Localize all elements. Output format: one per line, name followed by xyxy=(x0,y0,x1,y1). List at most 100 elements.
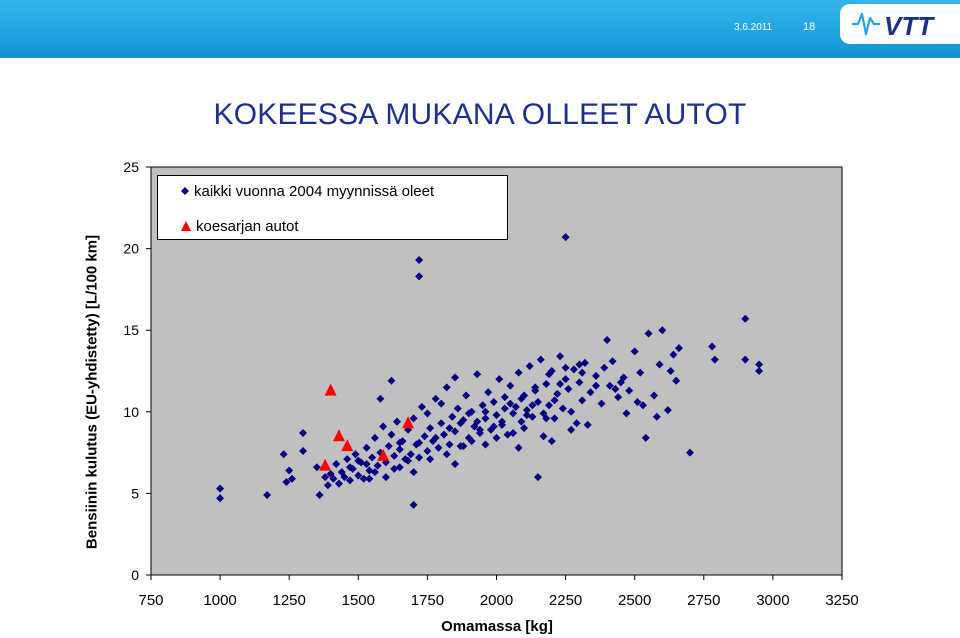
data-point xyxy=(630,347,639,356)
data-point xyxy=(663,406,672,415)
data-point xyxy=(439,430,448,439)
data-point xyxy=(514,368,523,377)
data-point xyxy=(561,233,570,242)
data-point xyxy=(451,460,460,469)
data-point xyxy=(287,474,296,483)
data-point xyxy=(459,442,468,451)
data-point xyxy=(384,442,393,451)
data-point xyxy=(522,411,531,420)
data-point xyxy=(583,420,592,429)
data-point xyxy=(658,326,667,335)
data-point xyxy=(608,357,617,366)
page-number: 18 xyxy=(803,21,816,33)
data-point xyxy=(509,429,518,438)
data-point xyxy=(666,367,675,375)
data-point xyxy=(500,404,509,413)
data-point xyxy=(531,383,540,392)
data-point xyxy=(517,394,526,403)
data-point xyxy=(299,429,308,438)
data-point xyxy=(655,360,664,369)
data-point xyxy=(423,409,432,418)
data-point xyxy=(481,440,490,449)
data-point xyxy=(381,473,390,482)
test-car-point xyxy=(332,429,345,442)
data-point xyxy=(710,355,719,364)
data-point xyxy=(448,412,457,421)
data-point xyxy=(561,363,570,372)
data-point xyxy=(467,437,476,446)
data-point xyxy=(520,424,529,433)
data-point xyxy=(379,422,388,431)
data-point xyxy=(741,314,750,323)
data-point xyxy=(547,437,556,446)
data-point xyxy=(553,389,562,398)
x-tick-label: 2500 xyxy=(618,592,651,609)
data-point xyxy=(451,427,460,436)
data-point xyxy=(315,491,324,500)
y-tick-label: 25 xyxy=(123,159,139,175)
data-point xyxy=(473,417,482,426)
y-tick-label: 5 xyxy=(131,485,139,501)
slide-title: KOKEESSA MUKANA OLLEET AUTOT xyxy=(213,98,747,131)
data-point xyxy=(536,355,545,364)
data-point xyxy=(484,388,493,397)
data-point xyxy=(431,433,440,442)
data-point xyxy=(387,376,396,385)
data-point xyxy=(445,424,454,433)
data-point xyxy=(638,401,647,410)
data-point xyxy=(332,460,341,469)
data-point xyxy=(423,446,432,455)
data-point xyxy=(481,407,490,416)
data-point xyxy=(420,432,429,441)
data-point xyxy=(625,386,634,395)
data-point xyxy=(478,401,487,410)
data-point xyxy=(409,500,418,509)
data-point xyxy=(343,455,352,464)
x-tick-label: 1750 xyxy=(411,592,444,609)
data-point xyxy=(514,443,523,452)
data-point xyxy=(611,384,620,393)
vtt-logo: VTT xyxy=(840,4,960,44)
data-point xyxy=(550,396,559,405)
data-point xyxy=(511,402,520,411)
data-point xyxy=(329,474,338,483)
data-point xyxy=(437,399,446,408)
data-point xyxy=(616,378,625,387)
vtt-logo-icon: VTT xyxy=(852,11,935,40)
data-point xyxy=(539,432,548,441)
data-point xyxy=(597,399,606,408)
data-point xyxy=(492,411,501,420)
data-point xyxy=(417,402,426,411)
test-car-point xyxy=(319,458,332,471)
slide-date: 3.6.2011 xyxy=(734,22,773,33)
test-car-point xyxy=(377,448,390,461)
y-tick-label: 15 xyxy=(123,322,139,338)
data-point xyxy=(426,455,435,464)
data-point xyxy=(406,450,415,459)
data-point xyxy=(528,401,537,410)
data-point xyxy=(216,494,225,503)
logo-text: VTT xyxy=(884,11,935,40)
data-point xyxy=(409,468,418,477)
data-point xyxy=(603,335,612,344)
data-point xyxy=(346,476,355,485)
legend-label: kaikki vuonna 2004 myynnissä oleet xyxy=(194,182,435,200)
data-point xyxy=(395,445,404,454)
data-point xyxy=(370,433,379,442)
data-point xyxy=(362,460,371,469)
data-point xyxy=(395,463,404,472)
data-point xyxy=(340,473,349,482)
data-point xyxy=(216,484,225,493)
data-point xyxy=(415,438,424,447)
data-point xyxy=(321,473,330,482)
data-point xyxy=(495,375,504,384)
legend-label: koesarjan autot xyxy=(196,217,299,235)
data-point xyxy=(464,409,473,418)
data-point xyxy=(578,368,587,377)
data-point xyxy=(368,453,377,462)
data-point xyxy=(442,450,451,459)
data-point xyxy=(522,406,531,415)
data-point xyxy=(395,438,404,447)
data-point xyxy=(498,417,507,426)
data-point xyxy=(387,430,396,439)
